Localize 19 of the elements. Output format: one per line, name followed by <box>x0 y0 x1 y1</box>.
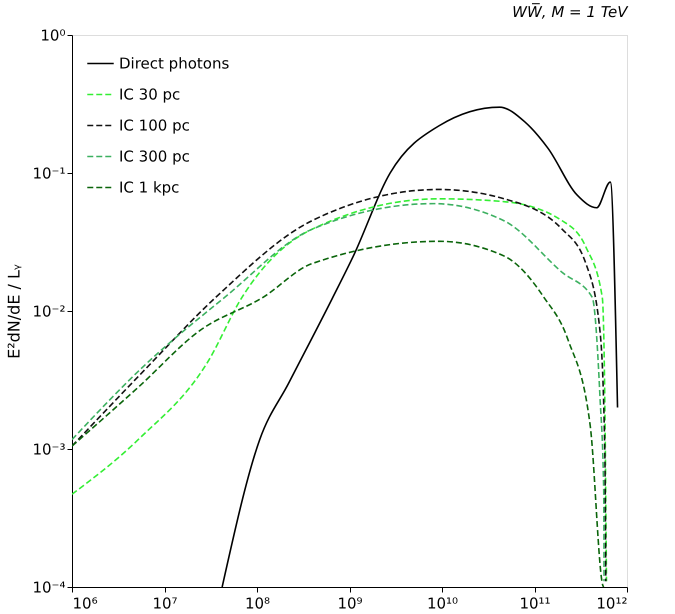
y-tick-label: 10⁻⁴ <box>32 578 66 596</box>
legend-label: Direct photons <box>119 54 230 72</box>
x-tick-label: 10⁶ <box>72 594 98 612</box>
y-axis-title: E²dN/dE / Lᵧ <box>4 264 24 359</box>
legend-label: IC 100 pc <box>119 116 190 134</box>
y-tick-label: 10⁻¹ <box>32 164 66 182</box>
x-tick-label: 10⁸ <box>244 594 270 612</box>
x-tick-label: 10⁹ <box>337 594 363 612</box>
y-tick-label: 10⁰ <box>40 26 66 44</box>
chart-title: WW̅, M = 1 TeV <box>512 2 630 21</box>
x-tick-label: 10¹¹ <box>519 594 551 612</box>
legend-label: IC 300 pc <box>119 148 190 166</box>
x-tick-label: 10⁷ <box>152 594 178 612</box>
legend-label: IC 30 pc <box>119 86 180 104</box>
legend-label: IC 1 kpc <box>119 178 180 196</box>
x-tick-label: 10¹² <box>596 594 628 612</box>
y-tick-label: 10⁻³ <box>32 440 66 458</box>
y-tick-label: 10⁻² <box>32 302 66 320</box>
x-tick-label: 10¹⁰ <box>426 594 458 612</box>
